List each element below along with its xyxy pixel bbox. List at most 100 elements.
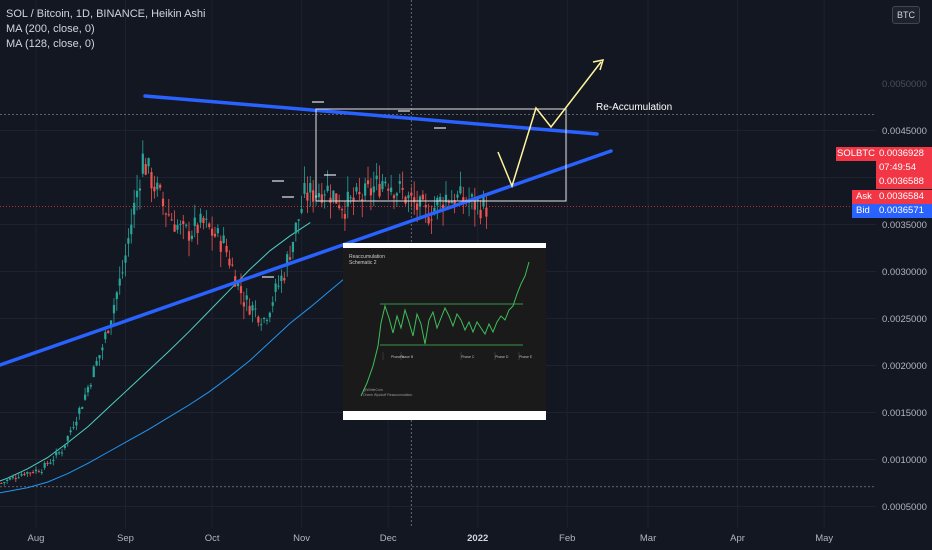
candle-body <box>340 209 344 211</box>
candle-body <box>369 188 373 196</box>
candle-body <box>66 435 69 441</box>
schematic-title-line1: Reaccumulation <box>349 254 385 260</box>
candle-body <box>418 196 422 207</box>
schematic-phase-c: Phase C <box>461 355 475 359</box>
candle-body <box>349 197 352 199</box>
candle-body <box>239 286 243 294</box>
candle-body <box>144 163 147 175</box>
candle-body <box>375 175 378 180</box>
schematic-footer-line2: Check Wyckoff Reaccumulation <box>363 392 413 397</box>
candle-body <box>179 223 182 225</box>
candle-body <box>257 316 260 323</box>
candle-body <box>20 474 23 476</box>
candle-body <box>439 196 442 201</box>
schematic-phase-d: Phase D <box>495 355 509 359</box>
candle-body <box>413 197 416 203</box>
candle-body <box>176 224 179 230</box>
candle-body <box>170 219 173 221</box>
schematic-footer: @WhiteCoin Check Wyckoff Reaccumulation <box>363 388 412 397</box>
candle-body <box>387 188 390 191</box>
time-axis-label: Feb <box>559 533 575 544</box>
candle-body <box>297 219 300 221</box>
candle-body <box>208 223 211 228</box>
time-axis-label: Oct <box>205 533 220 544</box>
candle-body <box>427 217 430 224</box>
candle-body <box>101 347 104 351</box>
candle-body <box>57 452 61 454</box>
candle-body <box>372 186 375 193</box>
candle-body <box>231 264 234 266</box>
projection-path <box>497 61 602 189</box>
ma128-line <box>0 222 311 482</box>
reaccumulation-schematic-image[interactable]: Reaccumulation Schematic 2 Phase A Phase… <box>343 243 546 420</box>
ask-label: Ask <box>852 190 876 204</box>
candle-body <box>216 228 219 234</box>
candle-body <box>326 185 329 191</box>
bid-label: Bid <box>852 204 876 218</box>
candle-body <box>89 385 92 387</box>
drawing-tools[interactable] <box>0 59 613 367</box>
candle-body <box>306 192 309 201</box>
candle-body <box>245 295 248 300</box>
bid-price-tag: 0.0036571 <box>876 204 932 218</box>
candle-body <box>78 407 81 414</box>
annotation-text[interactable]: Re-Accumulation <box>596 102 673 113</box>
candle-body <box>161 198 165 207</box>
candle-body <box>433 207 436 214</box>
candle-body <box>424 204 427 208</box>
candle-body <box>69 430 72 433</box>
candle-body <box>352 197 355 202</box>
candle-body <box>283 278 286 281</box>
candle-body <box>190 235 194 240</box>
price-axis-label: 0.0020000 <box>882 361 927 372</box>
candle-body <box>199 213 202 223</box>
price-axis-bg <box>876 0 932 550</box>
candle-body <box>112 304 116 314</box>
legend-title[interactable]: SOL / Bitcoin, 1D, BINANCE, Heikin Ashi <box>6 8 206 20</box>
time-axis-label: Aug <box>28 533 45 544</box>
candle-body <box>453 200 456 207</box>
time-axis-bg <box>0 528 932 550</box>
legend-ma200[interactable]: MA (200, close, 0) <box>6 23 95 35</box>
candle-body <box>196 224 199 234</box>
schematic-title-line2: Schematic 2 <box>349 260 377 266</box>
candle-body <box>43 463 46 468</box>
candle-body <box>14 478 17 480</box>
candlesticks[interactable] <box>0 140 488 486</box>
candle-body <box>317 193 321 198</box>
candle-body <box>401 187 404 190</box>
accumulation-box <box>315 108 567 202</box>
time-axis[interactable]: Aug Sep Oct Nov Dec 2022 Feb Mar Apr May <box>0 528 932 550</box>
candle-body <box>109 320 113 328</box>
currency-badge[interactable]: BTC <box>892 6 920 24</box>
candle-body <box>441 204 445 210</box>
projection-arrowhead <box>592 59 605 71</box>
candle-body <box>410 192 413 196</box>
candle-body <box>60 452 64 454</box>
candle-body <box>378 183 381 197</box>
price-axis-label: 0.0035000 <box>882 220 927 231</box>
candle-body <box>447 201 450 203</box>
price-axis-label: 0.0025000 <box>882 314 927 325</box>
candle-body <box>185 224 188 226</box>
candle-body <box>404 196 407 204</box>
legend-ma128[interactable]: MA (128, close, 0) <box>6 38 95 50</box>
schematic-phase-a: Phase A <box>391 355 405 359</box>
candle-body <box>381 181 384 190</box>
candle-body <box>309 183 312 193</box>
candle-body <box>236 281 240 286</box>
schematic-price-path <box>360 261 530 397</box>
candle-body <box>211 228 214 236</box>
candle-body <box>150 172 153 189</box>
price-axis-label: 0.0005000 <box>882 502 927 513</box>
candle-body <box>366 180 370 185</box>
candle-body <box>104 332 107 340</box>
candle-body <box>485 207 488 217</box>
candle-body <box>286 254 289 267</box>
candle-body <box>46 462 49 464</box>
candle-body <box>92 366 95 378</box>
candle-body <box>115 292 118 300</box>
price-axis[interactable]: 0.00500000.00450000.00400000.00350000.00… <box>876 0 932 550</box>
